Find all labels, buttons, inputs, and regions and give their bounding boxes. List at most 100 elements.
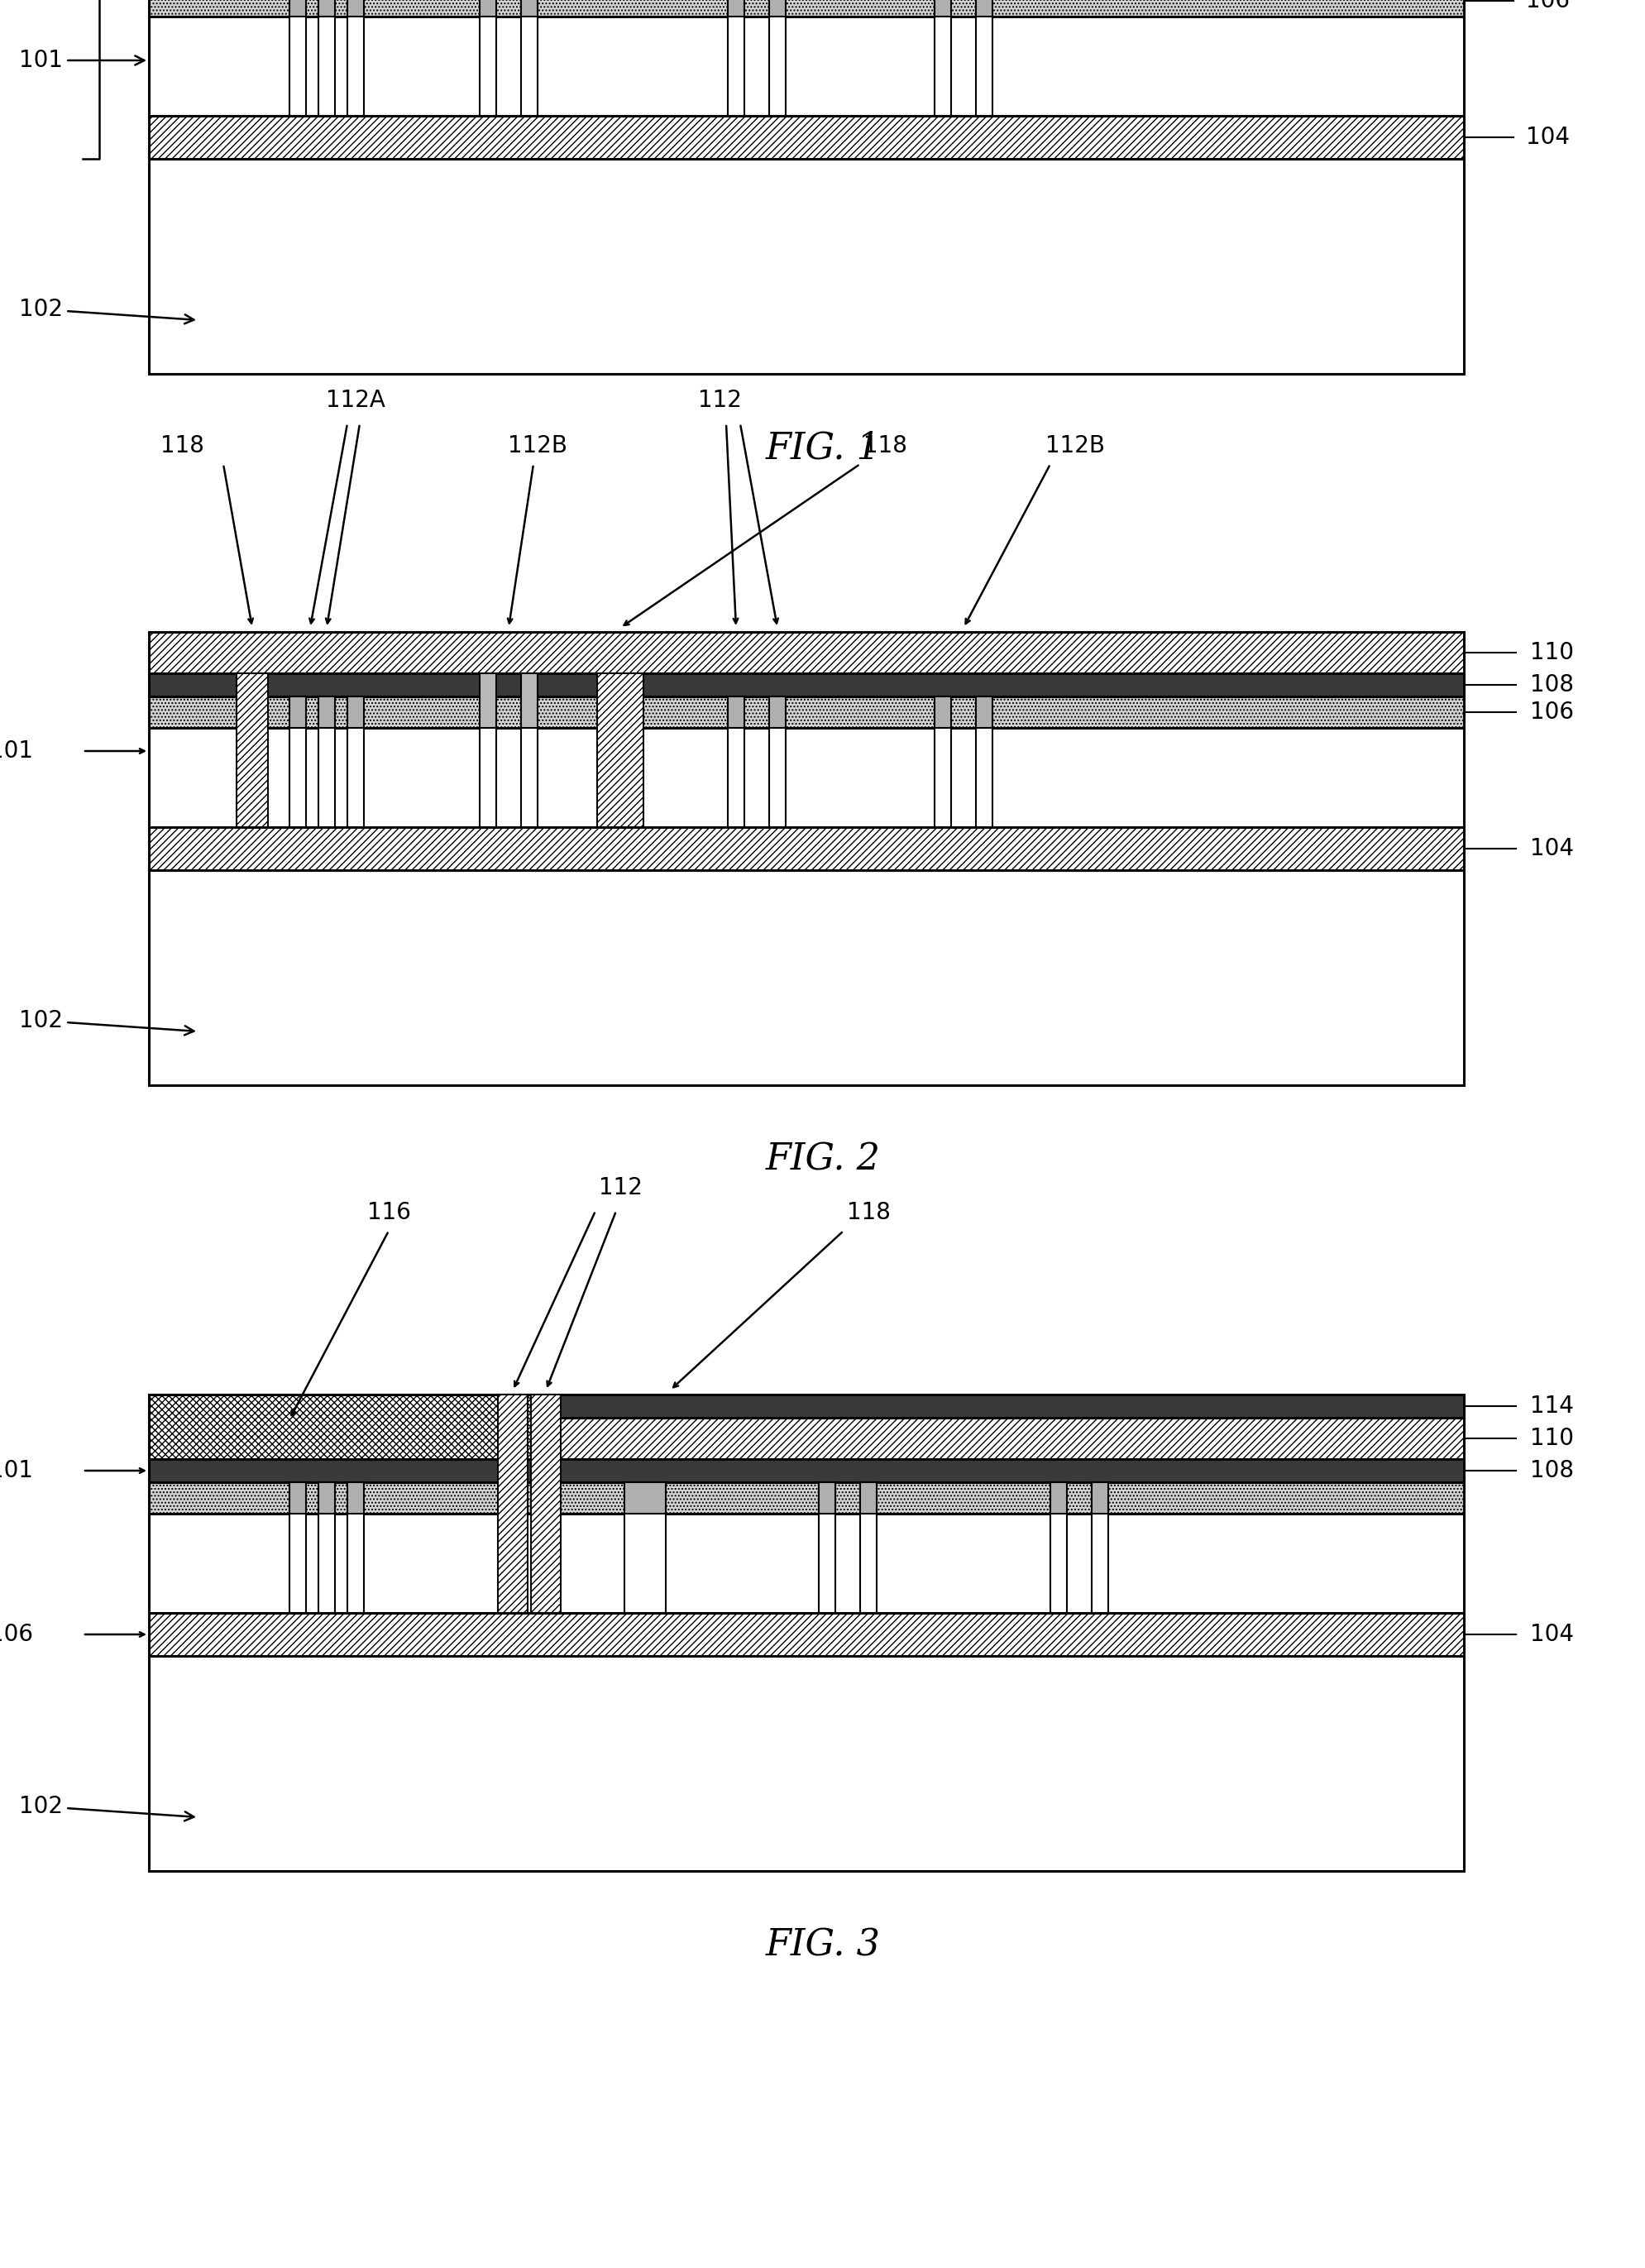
Bar — [623, 1483, 666, 1613]
Bar — [290, 696, 306, 828]
Bar — [148, 1418, 1462, 1458]
Bar — [148, 1656, 1462, 1871]
Bar — [975, 0, 992, 116]
Bar — [290, 0, 306, 116]
Bar — [1050, 1483, 1066, 1513]
Bar — [237, 674, 268, 828]
Text: 118: 118 — [862, 433, 906, 458]
Bar — [860, 1483, 877, 1613]
Bar — [531, 1395, 561, 1613]
Bar — [934, 0, 951, 16]
Bar — [597, 674, 643, 828]
Bar — [317, 1483, 336, 1613]
Bar — [623, 1483, 666, 1513]
Bar — [727, 696, 744, 828]
Bar — [347, 0, 364, 16]
Text: 101: 101 — [0, 739, 33, 762]
Bar — [148, 116, 1462, 159]
Bar — [148, 828, 1462, 871]
Bar — [148, 871, 1462, 1084]
Bar — [498, 1395, 528, 1613]
Bar — [317, 696, 336, 728]
Bar — [317, 0, 336, 116]
Text: 112: 112 — [697, 388, 740, 413]
Bar — [290, 0, 306, 16]
Bar — [975, 0, 992, 16]
Text: 110: 110 — [1530, 642, 1573, 665]
Bar — [975, 696, 992, 728]
Text: 102: 102 — [20, 1009, 194, 1034]
Bar — [1091, 1483, 1107, 1513]
Bar — [148, 633, 1462, 674]
Bar — [727, 0, 744, 116]
Bar — [860, 1483, 877, 1513]
Bar — [934, 0, 951, 116]
Text: 118: 118 — [160, 433, 204, 458]
Text: 104: 104 — [1530, 1624, 1573, 1647]
Bar — [818, 1483, 836, 1613]
Text: FIG. 1: FIG. 1 — [765, 431, 880, 467]
Bar — [768, 696, 785, 728]
Bar — [347, 1483, 364, 1513]
Bar — [148, 1395, 554, 1458]
Text: 101: 101 — [0, 1458, 33, 1483]
Bar — [1050, 1483, 1066, 1613]
Text: 112A: 112A — [326, 388, 385, 413]
Text: 102: 102 — [20, 1794, 194, 1821]
Text: 104: 104 — [1525, 125, 1569, 150]
Text: 106: 106 — [1525, 0, 1569, 11]
Bar — [148, 674, 1462, 696]
Bar — [148, 696, 1462, 728]
Bar — [479, 696, 497, 828]
Text: 101: 101 — [20, 50, 145, 73]
Text: 112B: 112B — [1045, 433, 1104, 458]
Bar — [290, 696, 306, 728]
Bar — [934, 696, 951, 828]
Bar — [768, 0, 785, 116]
Text: 116: 116 — [367, 1202, 410, 1225]
Text: 110: 110 — [1530, 1427, 1573, 1449]
Bar — [975, 696, 992, 828]
Bar — [768, 0, 785, 16]
Text: 102: 102 — [20, 297, 194, 324]
Text: FIG. 2: FIG. 2 — [765, 1141, 880, 1177]
Bar — [479, 674, 497, 728]
Bar — [148, 1483, 1462, 1513]
Bar — [1091, 1483, 1107, 1613]
Bar — [347, 696, 364, 828]
Bar — [148, 1613, 1462, 1656]
Bar — [521, 696, 538, 828]
Text: 112B: 112B — [508, 433, 568, 458]
Bar — [290, 1483, 306, 1613]
Bar — [818, 1483, 836, 1513]
Text: 114: 114 — [1530, 1395, 1573, 1418]
Bar — [317, 1483, 336, 1513]
Bar — [521, 0, 538, 16]
Bar — [479, 0, 497, 116]
Bar — [768, 696, 785, 828]
Bar — [347, 696, 364, 728]
Bar — [148, 0, 1462, 16]
Bar — [148, 1458, 1462, 1483]
Bar — [727, 0, 744, 16]
Bar — [347, 0, 364, 116]
Bar — [521, 0, 538, 116]
Bar — [317, 0, 336, 16]
Text: 104: 104 — [1530, 837, 1573, 860]
Text: 118: 118 — [846, 1202, 890, 1225]
Text: 112: 112 — [599, 1177, 642, 1200]
Bar — [148, 159, 1462, 374]
Text: 106: 106 — [0, 1624, 33, 1647]
Text: 108: 108 — [1530, 1458, 1573, 1483]
Text: 108: 108 — [1530, 674, 1573, 696]
Bar — [317, 696, 336, 828]
Bar — [521, 674, 538, 728]
Bar — [934, 696, 951, 728]
Bar — [727, 696, 744, 728]
Bar — [148, 1395, 1462, 1418]
Bar — [347, 1483, 364, 1613]
Bar — [479, 0, 497, 16]
Text: 106: 106 — [1530, 701, 1573, 723]
Bar — [290, 1483, 306, 1513]
Text: FIG. 3: FIG. 3 — [765, 1928, 880, 1964]
